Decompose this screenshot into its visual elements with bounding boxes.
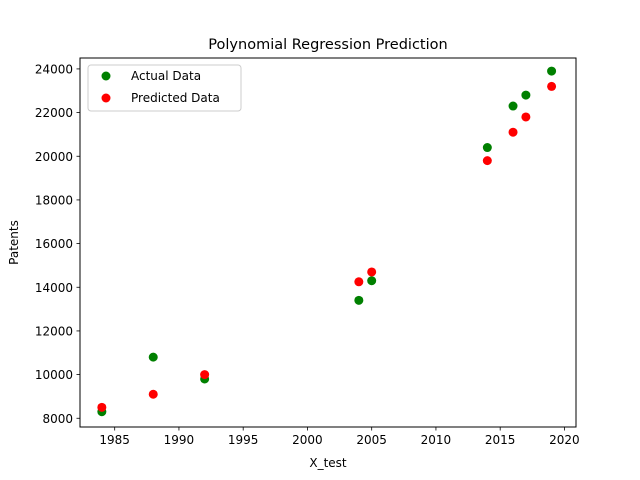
legend: Actual Data Predicted Data: [87, 64, 242, 112]
legend-label-actual: Actual Data: [131, 69, 201, 83]
legend-label-predicted: Predicted Data: [131, 91, 220, 105]
predicted-data-point: [367, 267, 377, 277]
y-tick-label: 10000: [35, 368, 73, 382]
legend-box: [87, 64, 242, 112]
y-tick-label: 20000: [35, 150, 73, 164]
y-tick-label: 22000: [35, 106, 73, 120]
legend-marker-actual: [101, 71, 111, 81]
y-tick-label: 8000: [42, 412, 73, 426]
x-tick-label: 2020: [549, 433, 580, 447]
data-points: [97, 66, 557, 417]
axes-frame: [79, 57, 577, 428]
actual-data-point: [508, 101, 518, 111]
y-tick-label: 12000: [35, 324, 73, 338]
x-tick-label: 2000: [292, 433, 323, 447]
y-axis: 8000 10000 12000 14000 16000 18000 20000 22000 2…: [35, 62, 80, 426]
y-tick-label: 16000: [35, 237, 73, 251]
y-tick-label: 14000: [35, 281, 73, 295]
y-axis-label: Patents: [7, 220, 21, 265]
predicted-data-point: [354, 277, 364, 287]
predicted-data-point: [482, 156, 492, 166]
actual-data-point: [482, 143, 492, 153]
x-axis: 1985 1990 1995 2000 2005 2010 2015 2020: [99, 427, 580, 447]
x-tick-label: 2005: [356, 433, 387, 447]
predicted-data-point: [508, 127, 518, 137]
predicted-data-point: [547, 81, 557, 91]
x-tick-label: 1985: [99, 433, 130, 447]
x-tick-label: 2010: [421, 433, 452, 447]
actual-data-point: [354, 295, 364, 305]
predicted-data-point: [200, 370, 210, 380]
y-tick-label: 18000: [35, 193, 73, 207]
predicted-data-point: [521, 112, 531, 122]
y-tick-label: 24000: [35, 62, 73, 76]
actual-data-point: [367, 276, 377, 286]
x-axis-label: X_test: [309, 456, 347, 470]
x-tick-label: 2015: [485, 433, 516, 447]
actual-data-point: [521, 90, 531, 100]
legend-marker-predicted: [101, 93, 111, 103]
chart-title: Polynomial Regression Prediction: [208, 37, 447, 53]
predicted-data-point: [148, 389, 158, 399]
actual-data-point: [148, 352, 158, 362]
plot-area: [79, 57, 577, 428]
x-tick-label: 1995: [228, 433, 259, 447]
x-tick-label: 1990: [164, 433, 195, 447]
actual-data-point: [547, 66, 557, 76]
predicted-data-point: [97, 402, 107, 412]
